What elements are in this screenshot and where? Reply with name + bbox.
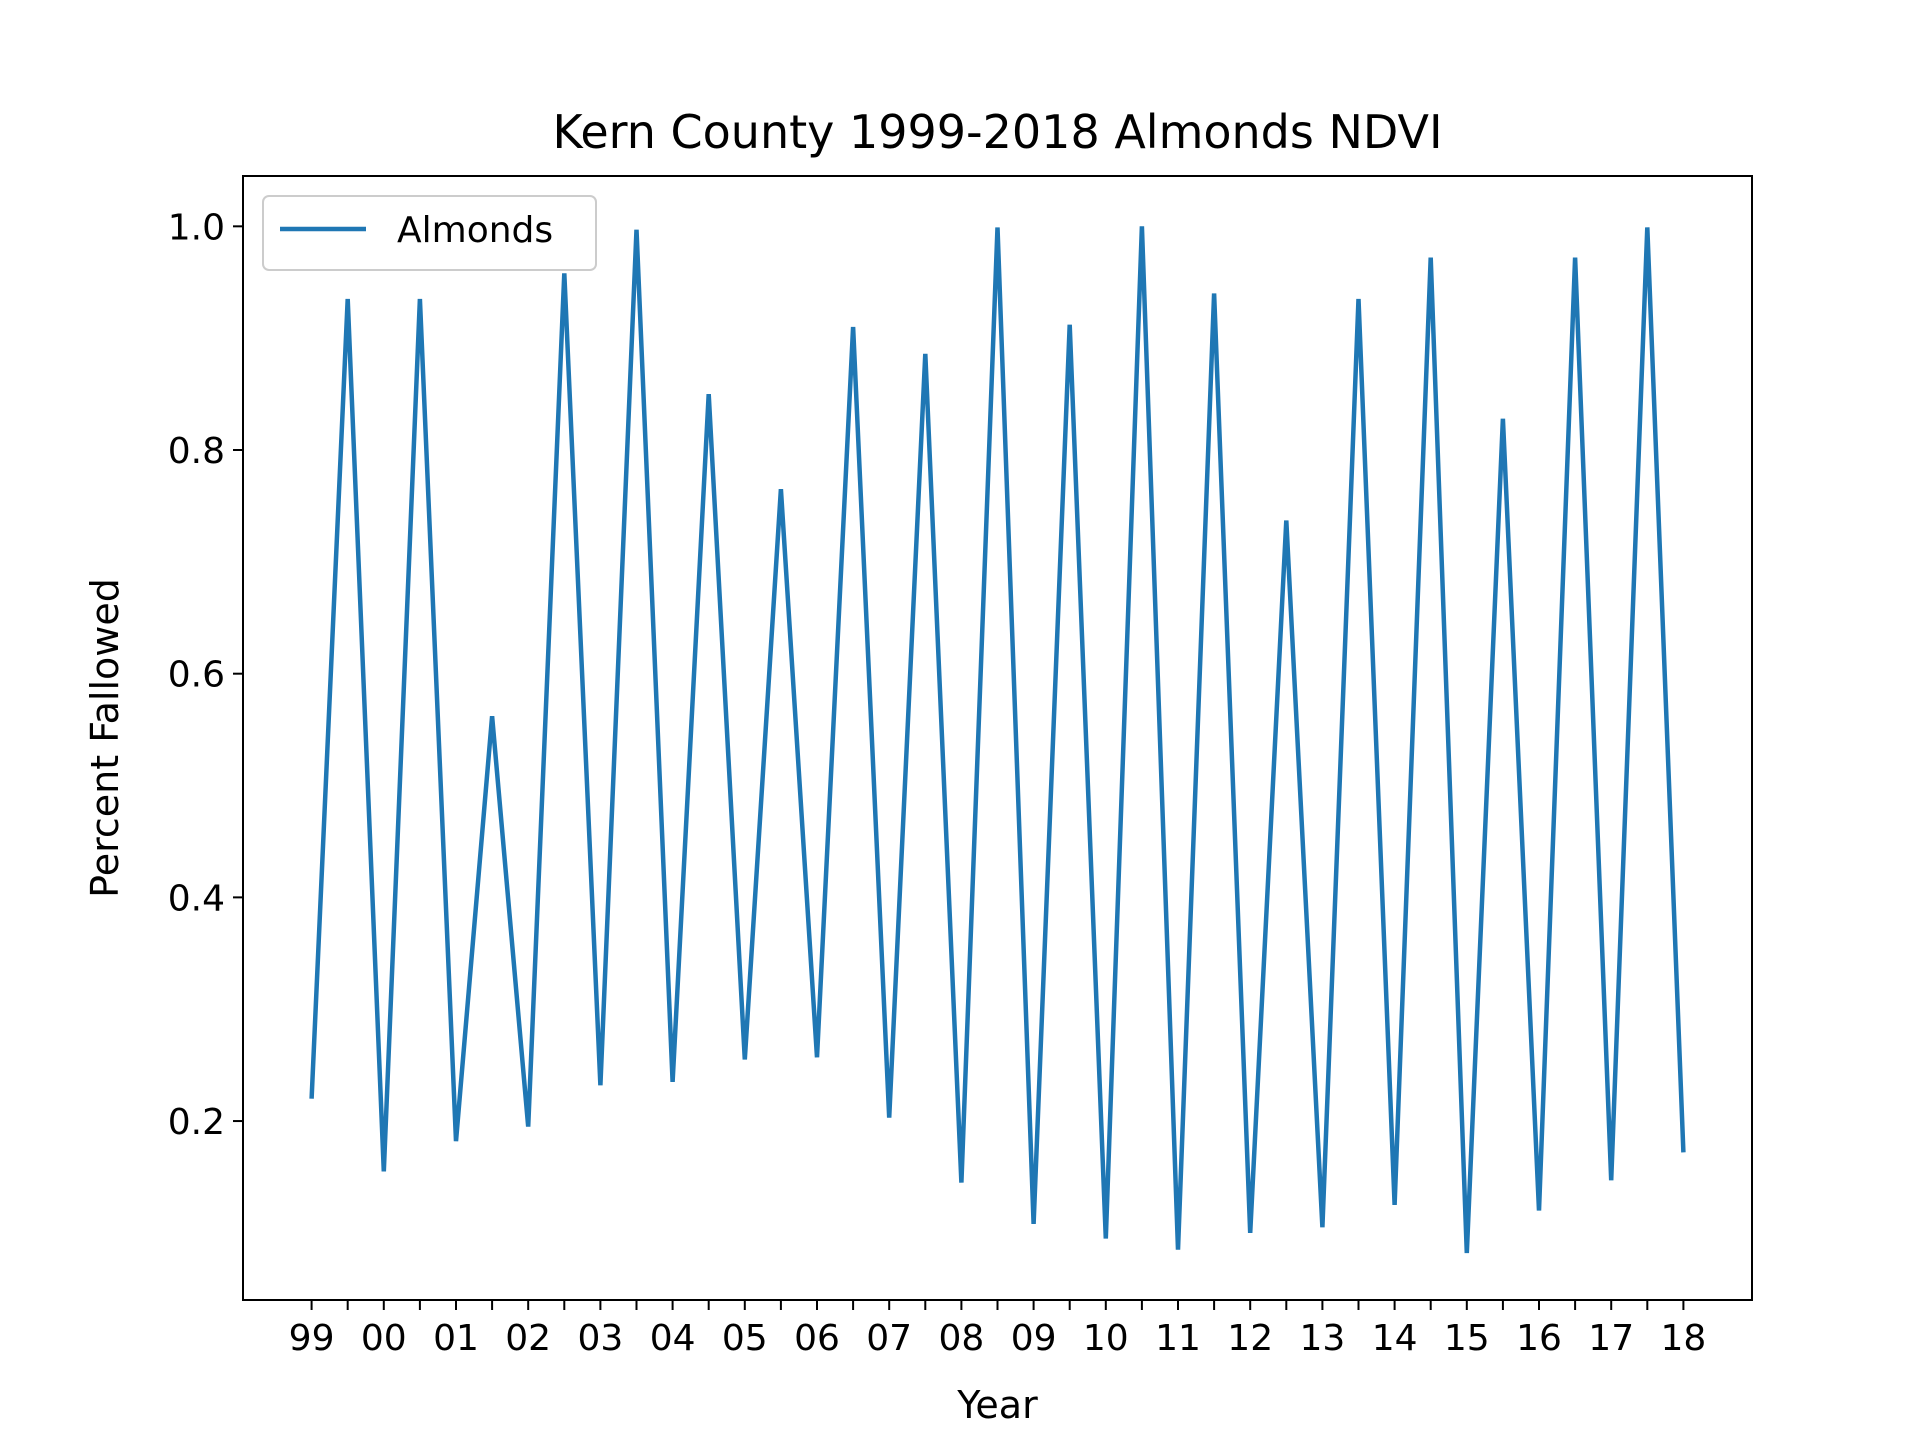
- series-line-almonds: [309, 226, 1686, 1254]
- x-tick-label: 05: [722, 1318, 768, 1359]
- plot-frame: [242, 175, 1753, 1301]
- x-tick-label: 08: [938, 1318, 984, 1359]
- x-tick-label: 11: [1155, 1318, 1201, 1359]
- x-tick-label: 13: [1299, 1318, 1345, 1359]
- x-tick-label: 09: [1011, 1318, 1057, 1359]
- y-tick-label: 0.8: [168, 431, 225, 472]
- y-tick-label: 1.0: [168, 207, 225, 248]
- chart-title: Kern County 1999-2018 Almonds NDVI: [552, 105, 1442, 159]
- y-tick-label: 0.4: [168, 878, 225, 919]
- x-tick-label: 15: [1444, 1318, 1490, 1359]
- x-tick-label: 99: [289, 1318, 335, 1359]
- legend: Almonds: [262, 195, 597, 271]
- x-tick-label: 00: [361, 1318, 407, 1359]
- x-tick-label: 10: [1083, 1318, 1129, 1359]
- y-axis-label: Percent Fallowed: [83, 578, 127, 898]
- x-tick-label: 18: [1661, 1318, 1707, 1359]
- x-tick-label: 02: [505, 1318, 551, 1359]
- axes: 99 00 01 02 03 04 05 06 07 08 09 10 11 12 13 14 15 16 17 18…: [168, 175, 1753, 1359]
- x-axis-label: Year: [956, 1383, 1038, 1427]
- x-tick-label: 16: [1516, 1318, 1562, 1359]
- y-tick-label: 0.6: [168, 655, 225, 696]
- x-tick-label: 03: [577, 1318, 623, 1359]
- x-tick-label: 17: [1588, 1318, 1634, 1359]
- x-tick-label: 07: [866, 1318, 912, 1359]
- x-tick-label: 12: [1227, 1318, 1273, 1359]
- legend-label: Almonds: [397, 210, 553, 251]
- series-group: [309, 226, 1686, 1254]
- legend-box: [262, 195, 597, 271]
- x-tick-label: 04: [650, 1318, 696, 1359]
- y-tick-label: 0.2: [168, 1102, 225, 1143]
- x-tick-label: 14: [1372, 1318, 1418, 1359]
- x-tick-label: 06: [794, 1318, 840, 1359]
- x-tick-label: 01: [433, 1318, 479, 1359]
